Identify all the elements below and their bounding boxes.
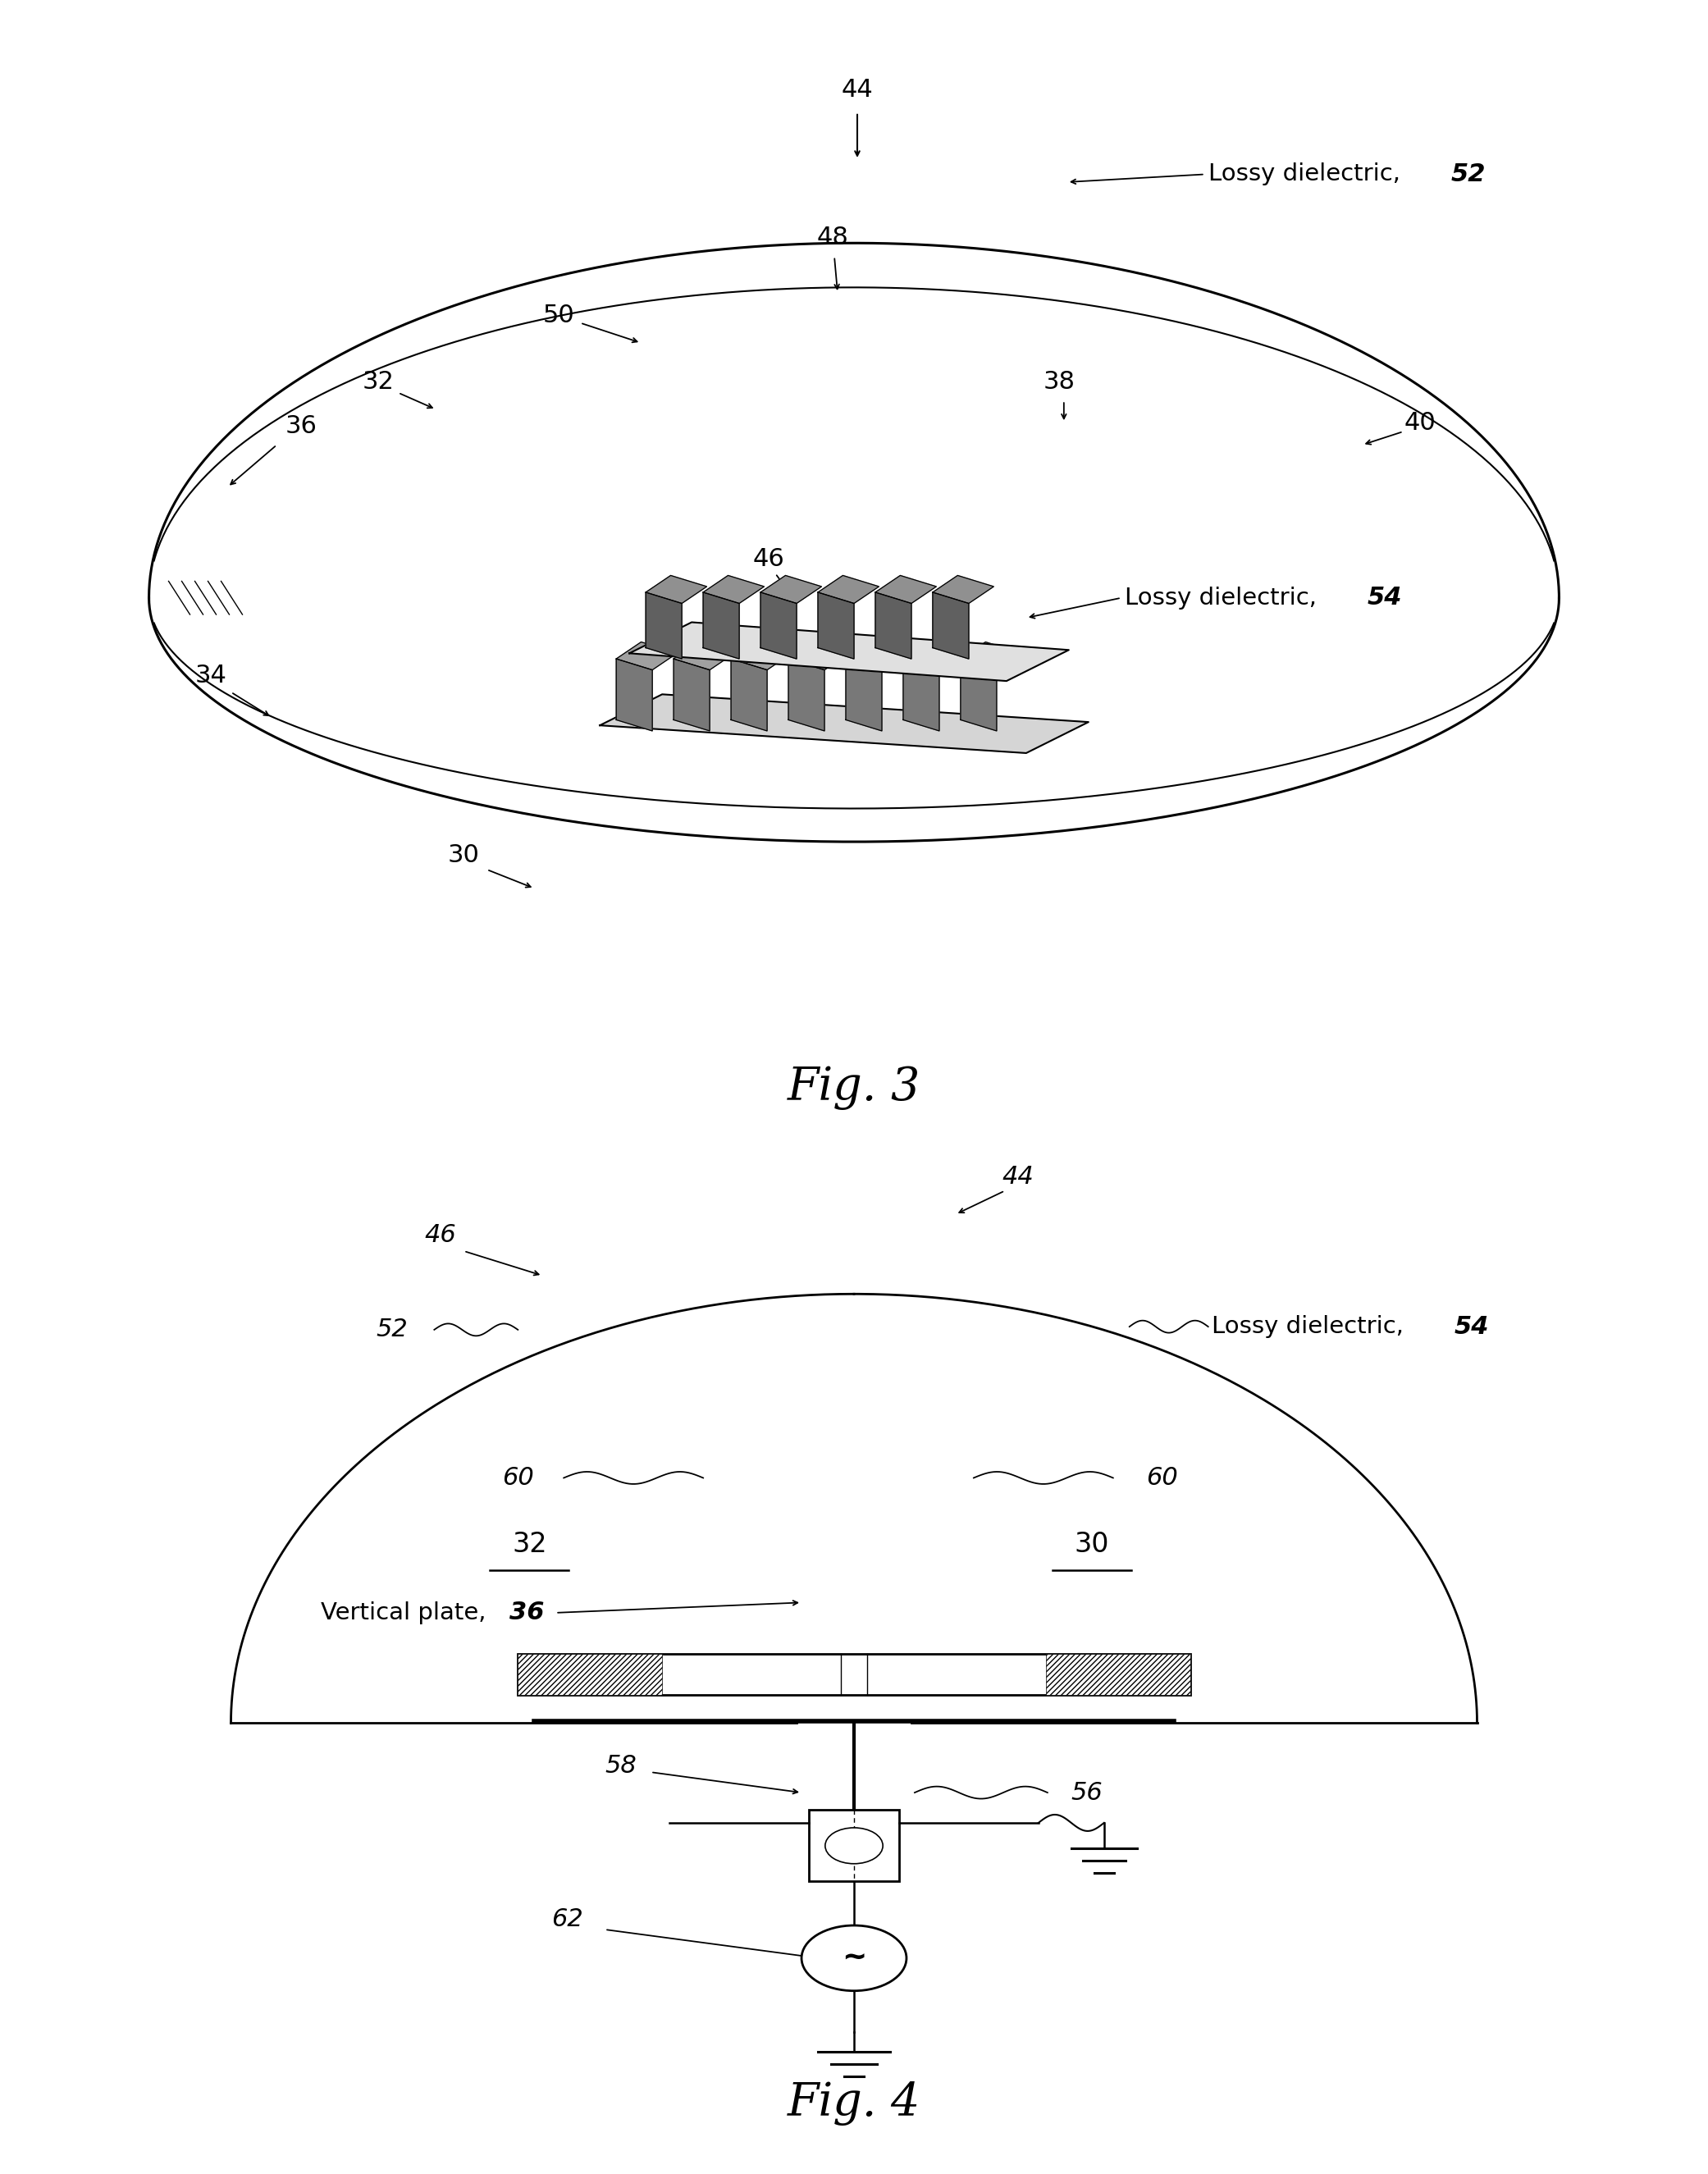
Text: 46: 46: [753, 548, 784, 572]
Circle shape: [825, 1828, 883, 1863]
Bar: [1045, 1654, 1190, 1694]
Polygon shape: [600, 694, 1088, 752]
Text: 34: 34: [195, 663, 227, 687]
Polygon shape: [731, 659, 767, 730]
Bar: [518, 1654, 663, 1694]
Text: 60: 60: [1146, 1465, 1179, 1489]
Text: 52: 52: [1450, 163, 1486, 187]
Polygon shape: [933, 591, 968, 659]
Polygon shape: [731, 641, 793, 670]
Polygon shape: [818, 591, 854, 659]
Text: 32: 32: [362, 370, 395, 393]
Polygon shape: [646, 576, 707, 604]
Bar: [518, 1654, 1190, 1694]
Text: 54: 54: [1454, 1315, 1489, 1339]
Circle shape: [801, 1926, 907, 1991]
Polygon shape: [789, 641, 849, 670]
Text: 58: 58: [605, 1754, 637, 1778]
Polygon shape: [760, 576, 822, 604]
Text: Fig. 3: Fig. 3: [787, 1065, 921, 1111]
Polygon shape: [617, 659, 652, 730]
Text: 50: 50: [543, 302, 576, 326]
Bar: [810, 1811, 898, 1881]
Polygon shape: [673, 641, 734, 670]
Polygon shape: [933, 576, 994, 604]
Polygon shape: [673, 659, 711, 730]
Text: 62: 62: [552, 1907, 582, 1931]
Text: 40: 40: [1404, 411, 1436, 435]
Polygon shape: [874, 591, 912, 659]
Text: 44: 44: [842, 78, 873, 102]
Polygon shape: [617, 641, 678, 670]
Polygon shape: [874, 576, 936, 604]
Text: 38: 38: [1044, 370, 1074, 393]
Polygon shape: [904, 641, 965, 670]
Polygon shape: [818, 576, 880, 604]
Polygon shape: [231, 1294, 854, 1724]
Text: Vertical plate,: Vertical plate,: [321, 1602, 487, 1624]
Text: 52: 52: [376, 1317, 408, 1341]
Polygon shape: [854, 1294, 1477, 1724]
Text: ~: ~: [842, 1944, 866, 1972]
Polygon shape: [704, 576, 763, 604]
Text: 44: 44: [1003, 1165, 1033, 1189]
Text: 48: 48: [816, 226, 849, 250]
Polygon shape: [760, 591, 796, 659]
Text: Lossy dielectric,: Lossy dielectric,: [1208, 163, 1401, 185]
Text: 56: 56: [1071, 1781, 1103, 1804]
Text: 36: 36: [509, 1600, 545, 1624]
Polygon shape: [960, 659, 997, 730]
Text: 30: 30: [1074, 1530, 1108, 1559]
Text: Lossy dielectric,: Lossy dielectric,: [1211, 1315, 1404, 1339]
Polygon shape: [789, 659, 825, 730]
Text: 32: 32: [512, 1530, 547, 1559]
Text: 54: 54: [1366, 587, 1402, 609]
Polygon shape: [845, 641, 907, 670]
Text: 30: 30: [447, 844, 480, 867]
Polygon shape: [629, 622, 1069, 680]
Text: Fig. 4: Fig. 4: [787, 2081, 921, 2126]
Polygon shape: [704, 591, 740, 659]
Polygon shape: [845, 659, 881, 730]
Text: 60: 60: [502, 1465, 535, 1489]
Text: 36: 36: [285, 413, 318, 437]
Polygon shape: [960, 641, 1021, 670]
Text: 46: 46: [425, 1222, 456, 1246]
Text: Lossy dielectric,: Lossy dielectric,: [1124, 587, 1317, 609]
Polygon shape: [904, 659, 939, 730]
Polygon shape: [646, 591, 681, 659]
